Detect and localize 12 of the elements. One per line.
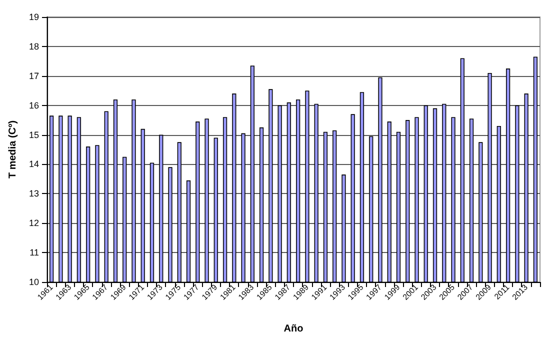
- x-axis-title: Año: [284, 324, 304, 334]
- y-tick-label: 12: [28, 218, 39, 228]
- y-tick-label: 11: [30, 248, 39, 258]
- y-tick-label: 16: [28, 100, 39, 110]
- y-tick-label: 19: [28, 12, 39, 22]
- y-tick-label: 10: [28, 277, 39, 287]
- y-axis-title: T media (Cº): [8, 120, 19, 179]
- y-tick-label: 18: [28, 41, 39, 52]
- y-tick-label: 15: [28, 130, 39, 140]
- y-tick-label: 17: [28, 70, 39, 81]
- y-tick-label: 13: [28, 188, 39, 199]
- y-tick-label: 14: [28, 159, 39, 170]
